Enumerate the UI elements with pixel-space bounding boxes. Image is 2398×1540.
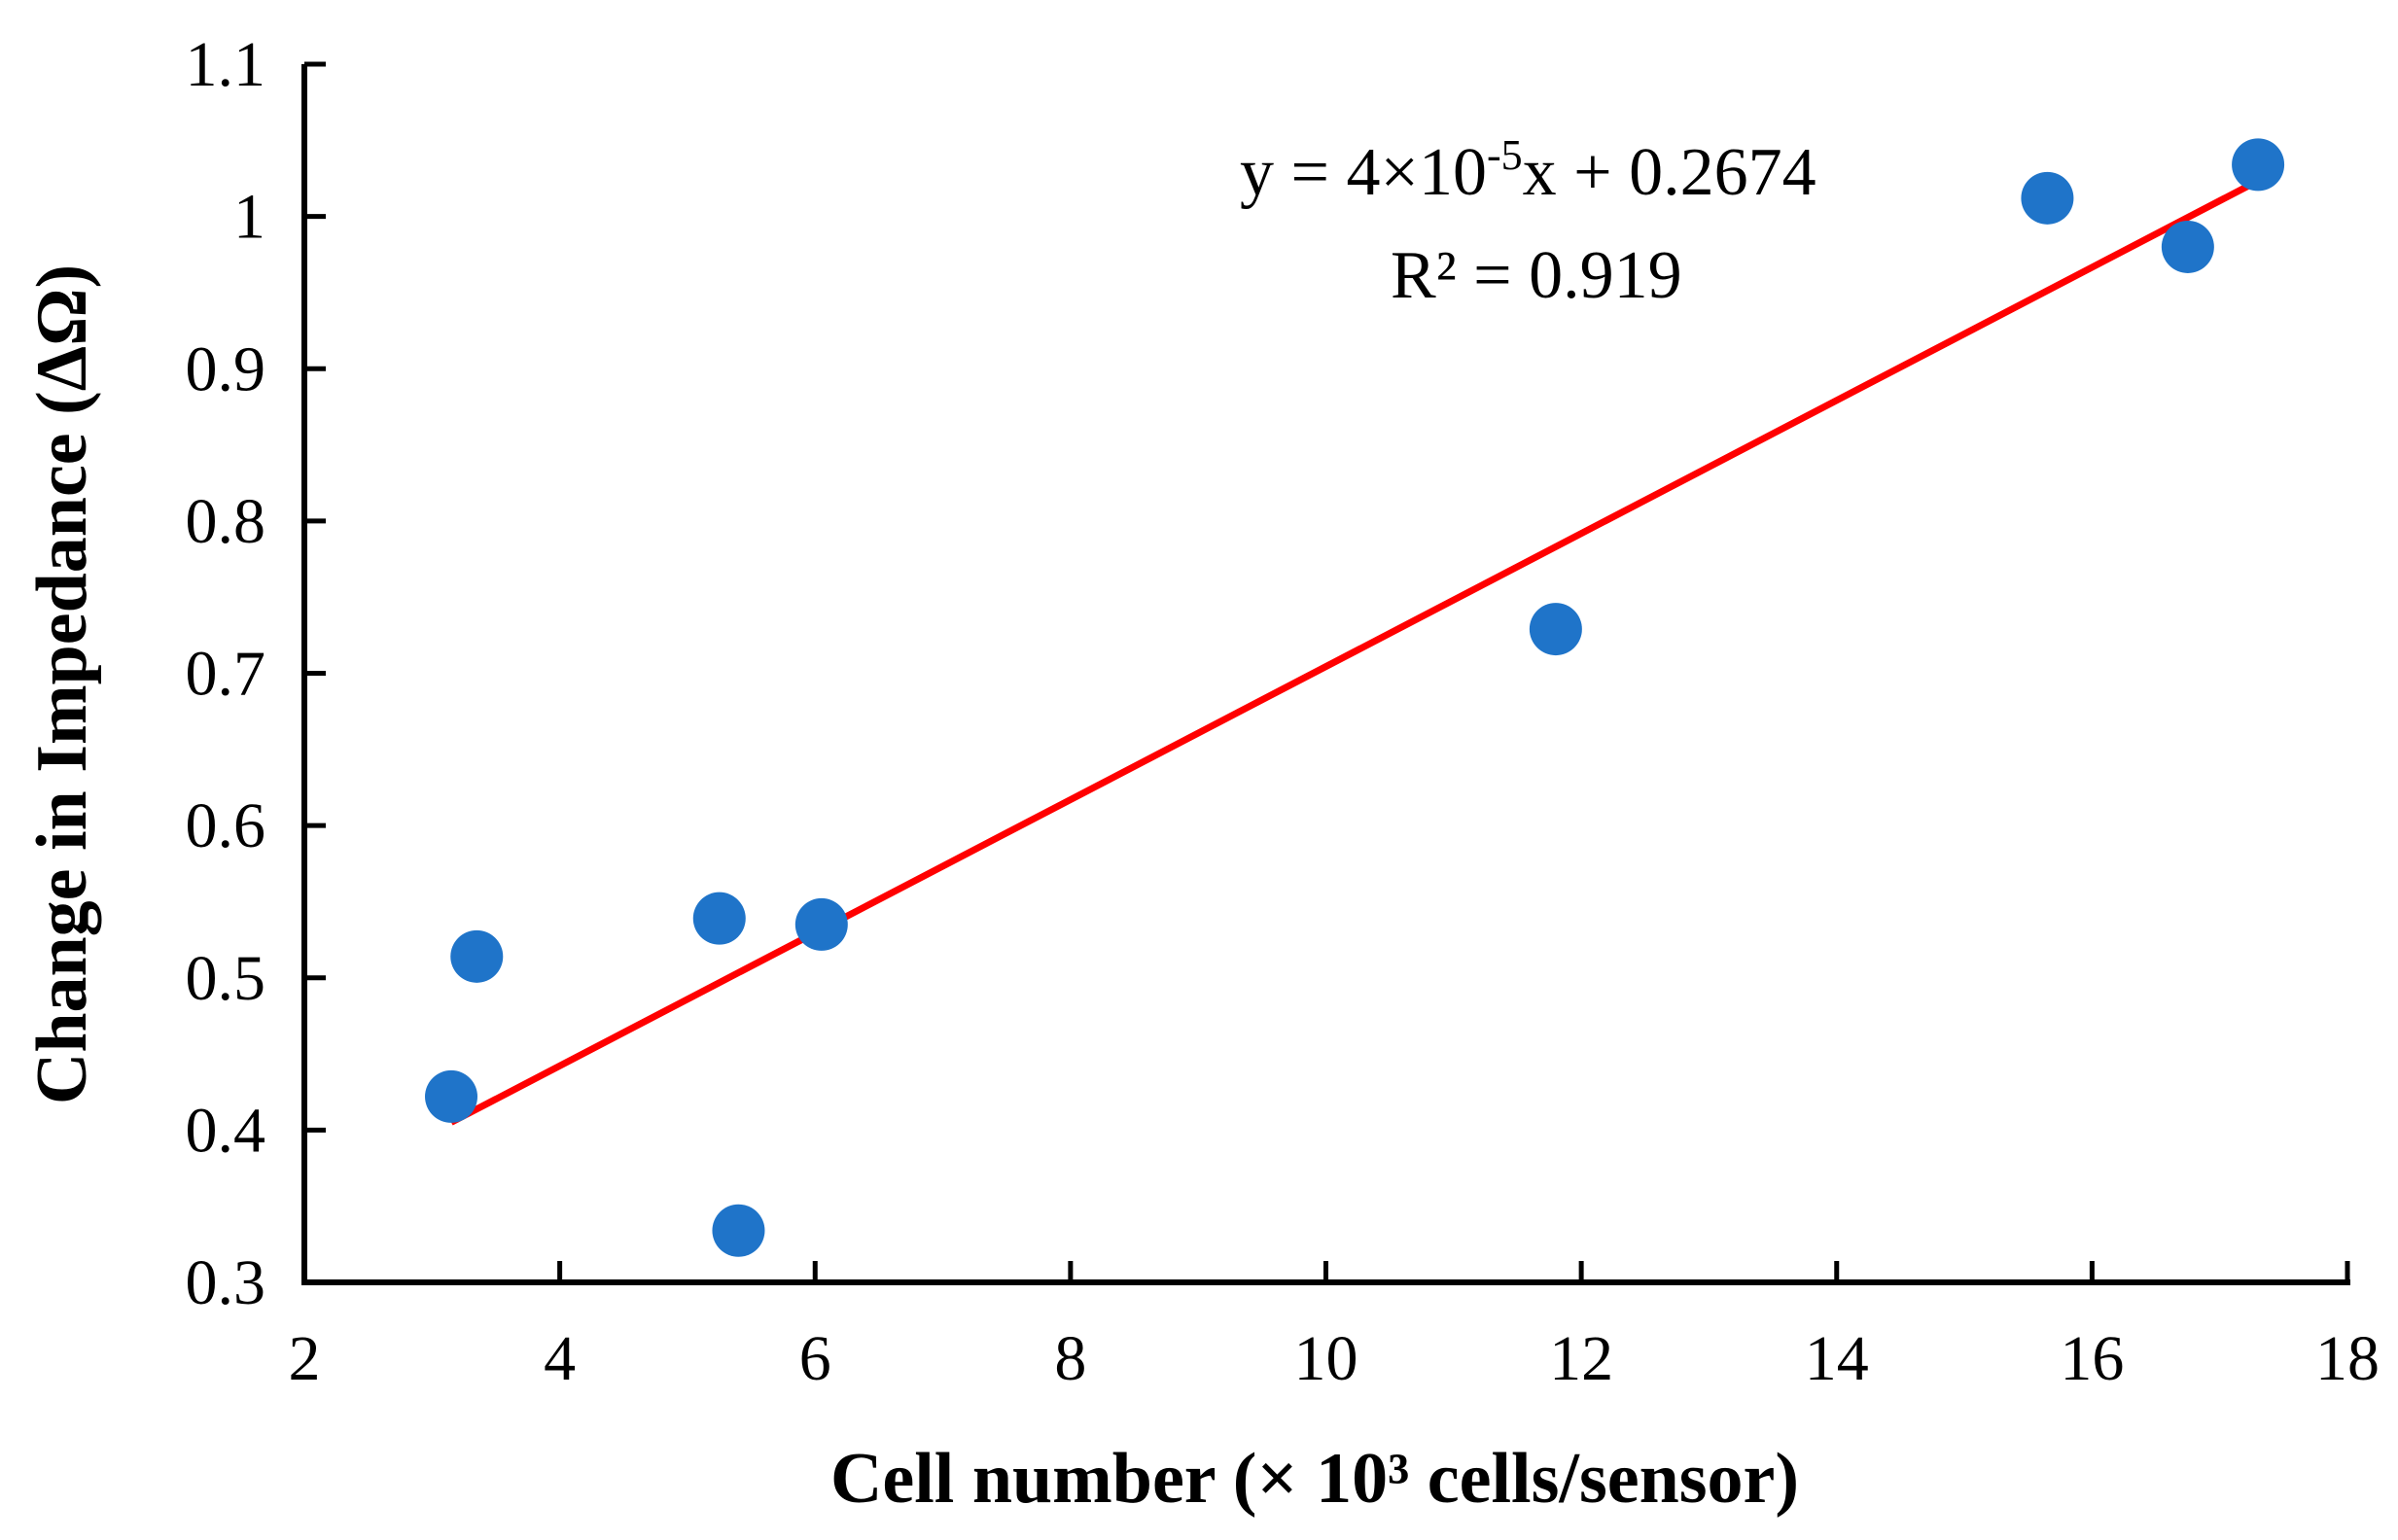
x-tick-label: 14 xyxy=(1805,1323,1869,1394)
data-point xyxy=(425,1069,478,1123)
y-tick-label: 0.3 xyxy=(186,1247,266,1318)
y-tick-label: 1 xyxy=(233,182,265,253)
trendline xyxy=(449,177,2260,1126)
data-point xyxy=(2161,220,2214,273)
data-point xyxy=(692,892,746,945)
y-tick-label: 0.4 xyxy=(186,1095,266,1166)
x-tick-label: 16 xyxy=(2060,1323,2124,1394)
data-point xyxy=(2232,138,2285,192)
equation-exponent: -5 xyxy=(1487,131,1523,179)
y-tick-label: 0.6 xyxy=(186,790,266,861)
x-tick-label: 6 xyxy=(799,1323,831,1394)
ticks: 2 4 6 8 10 12 14 16 18 0.3 0.4 0.5 0.6 0.7 0.8 0.9 1 1.1 xyxy=(186,29,2380,1394)
data-point xyxy=(794,897,848,951)
y-tick-label: 0.9 xyxy=(186,333,266,404)
r-squared-label: R² = 0.919 xyxy=(1391,238,1682,313)
y-tick-label: 0.8 xyxy=(186,486,266,557)
x-tick-label: 12 xyxy=(1549,1323,1613,1394)
trendline-equation: y = 4×10-5x + 0.2674 xyxy=(1240,131,1816,210)
x-tick-label: 4 xyxy=(544,1323,576,1394)
data-point xyxy=(1529,603,1582,656)
y-tick-label: 0.7 xyxy=(186,639,266,710)
trendline-group xyxy=(449,177,2260,1126)
data-point xyxy=(2021,171,2074,225)
y-tick-label: 1.1 xyxy=(186,29,266,100)
x-tick-label: 18 xyxy=(2315,1323,2380,1394)
x-tick-label: 8 xyxy=(1054,1323,1086,1394)
data-points xyxy=(425,138,2285,1257)
data-point xyxy=(712,1204,765,1257)
y-axis-title: Change in Impedance (ΔΩ) xyxy=(22,264,102,1104)
y-tick-label: 0.5 xyxy=(186,943,266,1014)
x-tick-label: 2 xyxy=(289,1323,321,1394)
data-point xyxy=(450,929,504,983)
x-tick-label: 10 xyxy=(1294,1323,1358,1394)
x-axis-title: Cell number (× 10³ cells/sensor) xyxy=(830,1439,1799,1519)
